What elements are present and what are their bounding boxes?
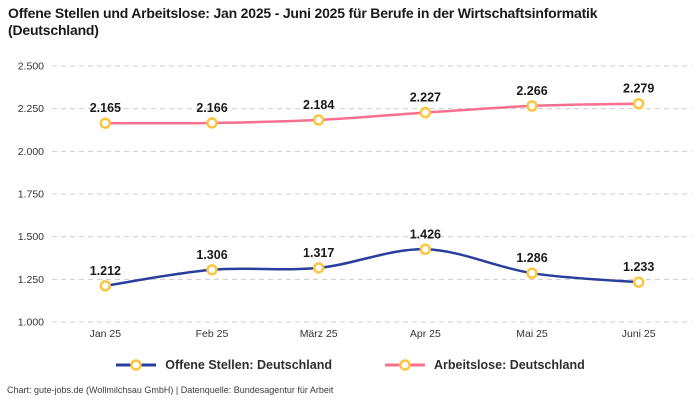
- y-tick-label: 2.000: [18, 146, 44, 158]
- legend-item-arbeitslose[interactable]: Arbeitslose: Deutschland: [384, 358, 585, 372]
- data-point-marker: [206, 117, 218, 129]
- legend-swatch-icon: [384, 359, 425, 371]
- chart-footer-credit: Chart: gute-jobs.de (Wollmilchsau GmbH) …: [7, 385, 334, 395]
- y-tick-label: 1.750: [18, 189, 44, 201]
- x-tick-label: Feb 25: [196, 328, 229, 340]
- data-point-marker: [419, 106, 432, 119]
- data-point-marker: [312, 114, 325, 126]
- x-tick-label: Mai 25: [516, 328, 548, 340]
- x-tick-label: Jan 25: [90, 328, 122, 340]
- chart-svg: 1.000 1.250 1.500 1.750 2.000 2.250 2.500 Jan 2…: [18, 61, 692, 340]
- x-tick-label: Apr 25: [410, 328, 441, 340]
- data-point-marker: [206, 264, 218, 276]
- data-point-marker: [99, 117, 112, 129]
- data-point-label: 2.165: [90, 101, 121, 115]
- legend-label: Arbeitslose: Deutschland: [433, 358, 585, 372]
- x-tick-label: Juni 25: [622, 328, 656, 340]
- chart-plot-area: 1.000 1.250 1.500 1.750 2.000 2.250 2.500 Jan 2…: [0, 52, 700, 352]
- data-point-label: 1.212: [90, 264, 121, 278]
- chart-legend: Offene Stellen: Deutschland Arbeitslose: …: [0, 358, 700, 372]
- legend-swatch-icon: [116, 359, 157, 371]
- data-point-label: 2.227: [410, 91, 441, 105]
- data-point-label: 2.184: [303, 98, 334, 112]
- x-tick-label: März 25: [300, 328, 338, 340]
- data-point-marker: [632, 276, 645, 288]
- y-tick-label: 2.250: [18, 103, 44, 115]
- data-point-label: 2.166: [196, 101, 227, 115]
- y-tick-label: 1.000: [18, 317, 44, 329]
- legend-item-offene-stellen[interactable]: Offene Stellen: Deutschland: [115, 358, 332, 372]
- data-point-marker: [419, 243, 432, 255]
- legend-label: Offene Stellen: Deutschland: [165, 358, 332, 372]
- data-point-label: 1.317: [303, 246, 334, 260]
- data-point-marker: [526, 267, 538, 279]
- data-point-label: 1.426: [410, 227, 441, 241]
- series-line: [104, 102, 640, 125]
- y-tick-label: 2.500: [18, 61, 44, 73]
- y-tick-label: 1.250: [18, 274, 44, 286]
- data-point-label: 2.266: [516, 84, 547, 98]
- data-point-label: 1.233: [623, 260, 654, 274]
- chart-title: Offene Stellen und Arbeitslose: Jan 2025…: [8, 5, 598, 38]
- data-point-label: 1.306: [196, 248, 227, 262]
- data-point-marker: [526, 100, 538, 112]
- data-point-label: 1.286: [516, 251, 547, 265]
- data-point-marker: [99, 280, 112, 292]
- data-point-label: 2.279: [623, 82, 654, 96]
- series-line: [104, 248, 640, 288]
- data-point-marker: [312, 262, 325, 274]
- y-tick-label: 1.500: [18, 231, 44, 243]
- data-point-marker: [632, 98, 645, 110]
